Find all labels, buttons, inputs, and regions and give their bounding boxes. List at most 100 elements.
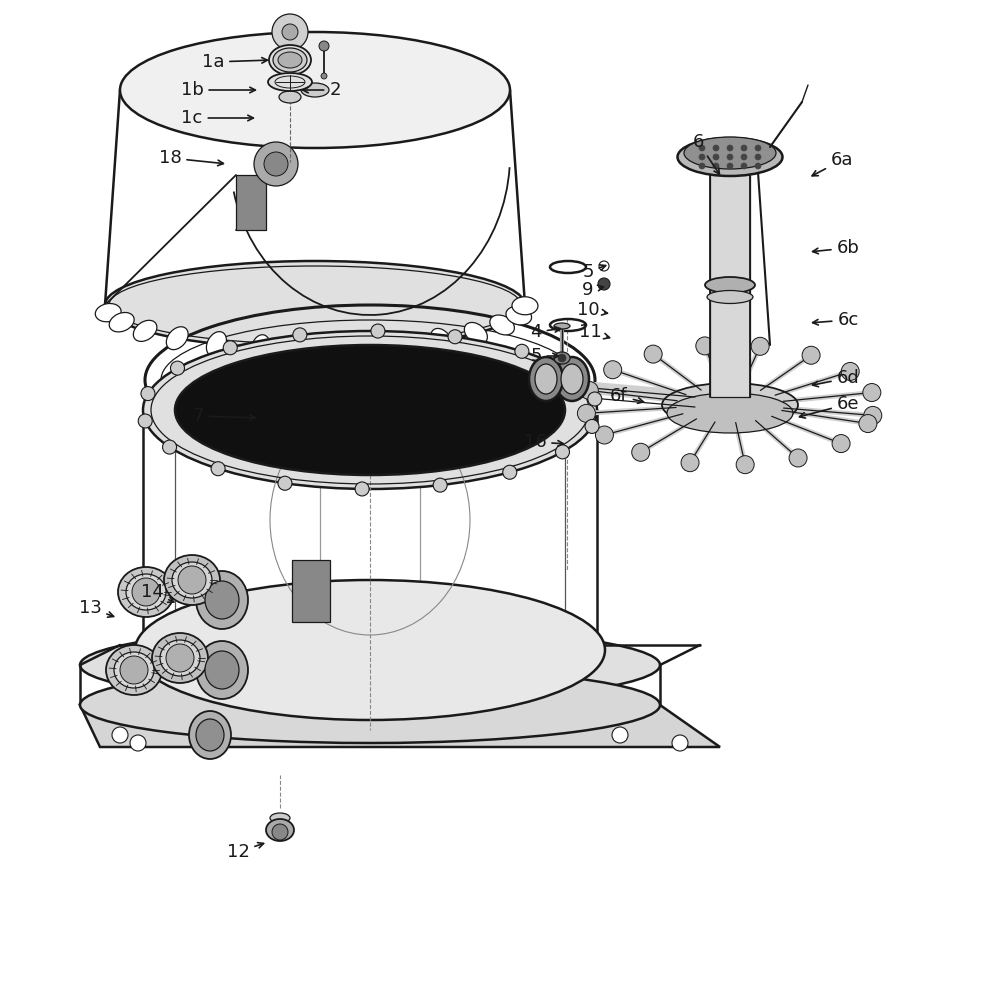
Circle shape [727,163,733,169]
Circle shape [681,454,699,472]
Circle shape [355,482,369,496]
Circle shape [864,406,882,424]
Circle shape [713,154,719,160]
Circle shape [755,145,761,151]
Ellipse shape [535,364,557,394]
Ellipse shape [278,52,302,68]
Text: 12: 12 [227,843,264,861]
Ellipse shape [279,91,301,103]
Ellipse shape [114,652,154,688]
Ellipse shape [391,333,410,358]
Ellipse shape [662,383,798,427]
Ellipse shape [506,306,532,325]
Polygon shape [710,170,750,397]
Ellipse shape [707,290,753,304]
Text: 6b: 6b [813,239,859,257]
Text: 6c: 6c [813,311,859,329]
Circle shape [755,163,761,169]
Text: 5: 5 [582,263,606,281]
Circle shape [112,727,128,743]
Circle shape [802,346,820,364]
Circle shape [138,414,152,428]
Ellipse shape [105,261,525,349]
Ellipse shape [678,138,782,176]
Circle shape [789,449,807,467]
Ellipse shape [529,357,563,401]
Ellipse shape [120,32,510,148]
Circle shape [585,419,599,433]
Ellipse shape [205,651,239,689]
Text: 4: 4 [530,323,560,341]
Circle shape [696,337,714,355]
Ellipse shape [126,574,166,610]
Ellipse shape [251,335,270,360]
Circle shape [644,345,662,363]
Text: 1c: 1c [181,109,253,127]
Ellipse shape [266,819,294,841]
Circle shape [863,384,881,402]
Circle shape [558,354,566,362]
Circle shape [612,727,628,743]
Ellipse shape [106,645,162,695]
Text: 11: 11 [579,323,610,341]
Circle shape [563,366,577,380]
Ellipse shape [684,137,776,169]
Circle shape [321,73,327,79]
Circle shape [130,735,146,751]
Ellipse shape [667,393,793,433]
Circle shape [604,361,622,379]
Ellipse shape [273,48,307,72]
Circle shape [371,324,385,338]
Circle shape [132,578,160,606]
Text: 1b: 1b [181,81,255,99]
Circle shape [741,154,747,160]
Ellipse shape [705,277,755,293]
Ellipse shape [196,641,248,699]
Ellipse shape [490,315,514,335]
Ellipse shape [95,303,121,322]
Text: 6a: 6a [812,151,853,176]
Circle shape [713,163,719,169]
Circle shape [254,142,298,186]
Circle shape [580,381,598,399]
Text: 6f: 6f [610,387,643,405]
Text: 16: 16 [524,433,563,451]
Circle shape [319,41,329,51]
Ellipse shape [346,335,364,361]
Circle shape [556,445,570,459]
Ellipse shape [160,640,200,676]
Circle shape [755,154,761,160]
Ellipse shape [299,336,317,362]
Circle shape [577,404,595,422]
Ellipse shape [118,567,174,617]
Ellipse shape [512,297,538,315]
Circle shape [672,735,688,751]
Text: 14: 14 [141,583,174,602]
Circle shape [832,435,850,453]
Circle shape [741,163,747,169]
Circle shape [503,465,517,479]
Circle shape [120,656,148,684]
Text: 6: 6 [692,133,719,174]
Ellipse shape [205,581,239,619]
Ellipse shape [172,562,212,598]
Polygon shape [236,175,266,230]
Circle shape [727,154,733,160]
Text: 9: 9 [582,281,603,299]
Circle shape [433,478,447,492]
Ellipse shape [270,813,290,823]
Circle shape [595,426,613,444]
Ellipse shape [464,322,487,344]
Ellipse shape [80,627,660,703]
Circle shape [223,341,237,355]
Circle shape [699,163,705,169]
Text: 6d: 6d [813,369,859,387]
Ellipse shape [196,571,248,629]
Ellipse shape [143,331,597,489]
Circle shape [211,462,225,476]
Text: 2: 2 [303,81,341,99]
Circle shape [272,824,288,840]
Ellipse shape [301,83,329,97]
Circle shape [741,145,747,151]
Text: 1a: 1a [202,53,267,71]
